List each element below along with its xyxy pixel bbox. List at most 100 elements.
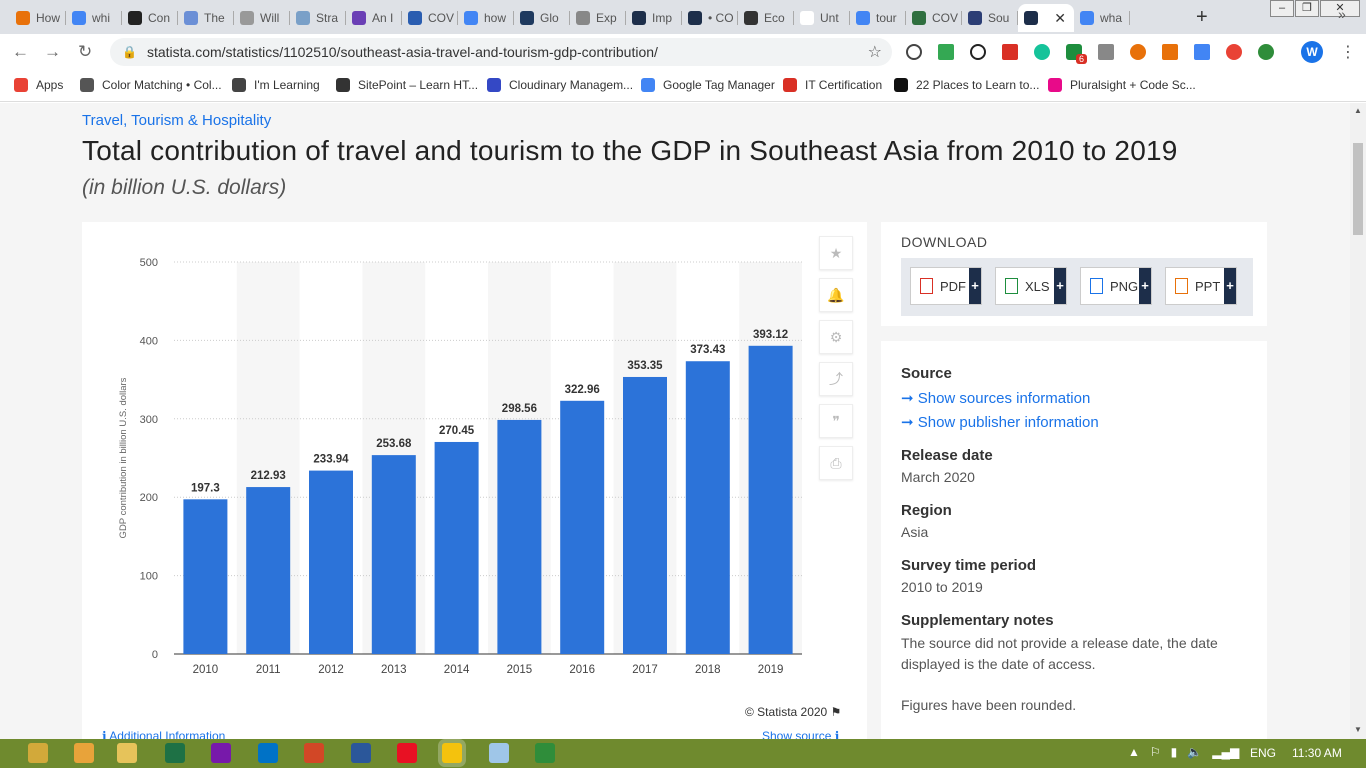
show-sources-link[interactable]: ➞ Show sources information	[901, 390, 1091, 407]
tab-label: Imp	[652, 11, 673, 25]
bookmark-item[interactable]: I'm Learning	[232, 78, 320, 92]
tab[interactable]: how	[458, 4, 514, 32]
bookmark-item[interactable]: Apps	[14, 78, 63, 92]
tab[interactable]: tour	[850, 4, 906, 32]
tab[interactable]: An I	[346, 4, 402, 32]
bookmark-item[interactable]: SitePoint – Learn HT...	[336, 78, 478, 92]
more-menu-icon[interactable]: ⋮	[1340, 44, 1356, 61]
download-ppt-button[interactable]: PPT +	[1165, 267, 1237, 305]
bookmarks-overflow-icon[interactable]: »	[1338, 6, 1346, 22]
taskbar-chrome-icon[interactable]	[28, 743, 48, 763]
language-indicator[interactable]: ENG	[1250, 746, 1277, 760]
scroll-thumb[interactable]	[1353, 143, 1363, 235]
new-tab-button[interactable]: +	[1196, 6, 1208, 28]
favorite-star-icon[interactable]: ★	[819, 236, 853, 270]
taskbar-onenote-icon[interactable]	[211, 743, 231, 763]
bookmark-star-icon[interactable]: ☆	[867, 44, 882, 61]
scroll-up-icon[interactable]: ▲	[1354, 106, 1362, 115]
tab[interactable]: Will	[234, 4, 290, 32]
bookmark-favicon-icon	[14, 78, 28, 92]
alert-icon[interactable]	[1130, 44, 1146, 60]
tab[interactable]: COV	[906, 4, 962, 32]
scrollbar[interactable]: ▲ ▼	[1350, 103, 1366, 739]
office-icon[interactable]	[1162, 44, 1178, 60]
tab[interactable]: whi	[66, 4, 122, 32]
taskbar-media-icon[interactable]	[74, 743, 94, 763]
tab[interactable]: Sou	[962, 4, 1018, 32]
drive-icon[interactable]	[938, 44, 954, 60]
tab[interactable]: Imp	[626, 4, 682, 32]
tab[interactable]: Eco	[738, 4, 794, 32]
bookmark-item[interactable]: Pluralsight + Code Sc...	[1048, 78, 1196, 92]
taskbar-outlook-icon[interactable]	[258, 743, 278, 763]
taskbar-word-icon[interactable]	[351, 743, 371, 763]
flag-icon[interactable]: ⚑	[830, 705, 842, 719]
translate-icon[interactable]	[1194, 44, 1210, 60]
address-bar[interactable]: 🔒 statista.com/statistics/1102510/southe…	[110, 38, 892, 66]
reload-icon[interactable]: ↻	[78, 42, 93, 61]
taskbar-excel-icon[interactable]	[165, 743, 185, 763]
bookmark-item[interactable]: Google Tag Manager	[641, 78, 775, 92]
bookmark-label: 22 Places to Learn to...	[916, 78, 1040, 92]
taskbar-notepad-icon[interactable]	[489, 743, 509, 763]
tab[interactable]: Stra	[290, 4, 346, 32]
globe-extension-icon[interactable]	[1258, 44, 1274, 60]
category-link[interactable]: Travel, Tourism & Hospitality	[82, 112, 272, 129]
print-icon[interactable]: ⎙	[819, 446, 853, 480]
tab[interactable]: Exp	[570, 4, 626, 32]
download-xls-button[interactable]: XLS +	[995, 267, 1067, 305]
tab-close-icon[interactable]: ✕	[1054, 9, 1066, 26]
share-icon[interactable]: ⤴	[819, 362, 853, 396]
tab-label: Unt	[820, 11, 839, 25]
signal-icon[interactable]: ▂▄▆	[1212, 745, 1240, 759]
tab-label: Will	[260, 11, 280, 25]
speed-dial-icon[interactable]	[906, 44, 922, 60]
settings-gear-icon[interactable]: ⚙	[819, 320, 853, 354]
back-icon[interactable]: ←	[12, 42, 29, 61]
battery-icon[interactable]: ▮	[1170, 745, 1178, 759]
tab[interactable]: COV	[402, 4, 458, 32]
volume-icon[interactable]: 🔈	[1187, 745, 1203, 759]
bookmark-item[interactable]: Cloudinary Managem...	[487, 78, 633, 92]
download-png-button[interactable]: PNG +	[1080, 267, 1152, 305]
taskbar-globe-icon[interactable]	[535, 743, 555, 763]
close-window-button[interactable]: ✕	[1320, 0, 1360, 17]
tab[interactable]: How	[10, 4, 66, 32]
tab[interactable]: • CO	[682, 4, 738, 32]
network-icon[interactable]: ⚐	[1149, 745, 1161, 759]
restore-button[interactable]: ❐	[1295, 0, 1319, 17]
tab[interactable]: wha	[1074, 4, 1130, 32]
adblock-icon[interactable]	[970, 44, 986, 60]
notification-bell-icon[interactable]: 🔔	[819, 278, 853, 312]
tab-active[interactable]: ✕	[1018, 4, 1074, 32]
bookmark-item[interactable]: IT Certification	[783, 78, 882, 92]
download-pdf-button[interactable]: PDF +	[910, 267, 982, 305]
readlater-icon[interactable]	[1002, 44, 1018, 60]
cloud-icon[interactable]	[1098, 44, 1114, 60]
tab[interactable]: Unt	[794, 4, 850, 32]
show-publisher-link[interactable]: ➞ Show publisher information	[901, 414, 1099, 431]
colorpicker-icon[interactable]	[1226, 44, 1242, 60]
tab[interactable]: The	[178, 4, 234, 32]
additional-info-link[interactable]: ℹ Additional Information	[102, 729, 225, 739]
browser-toolbar: ← → ↻ 🔒 statista.com/statistics/1102510/…	[0, 34, 1366, 70]
tab-favicon-icon	[16, 11, 30, 25]
minimize-button[interactable]: –	[1270, 0, 1294, 17]
taskbar-powerpoint-icon[interactable]	[304, 743, 324, 763]
tray-arrow-icon[interactable]: ▲	[1128, 745, 1140, 759]
clock[interactable]: 11:30 AM	[1292, 746, 1342, 760]
show-source-link[interactable]: Show source ℹ	[762, 729, 839, 739]
tab[interactable]: Glo	[514, 4, 570, 32]
grammarly-icon[interactable]	[1034, 44, 1050, 60]
taskbar-chrome-active-icon[interactable]	[442, 743, 462, 763]
taskbar-player-icon[interactable]	[397, 743, 417, 763]
bookmark-item[interactable]: Color Matching • Col...	[80, 78, 222, 92]
profile-avatar[interactable]: W	[1301, 41, 1323, 63]
y-tick-label: 400	[140, 335, 158, 347]
taskbar-explorer-icon[interactable]	[117, 743, 137, 763]
tab[interactable]: Con	[122, 4, 178, 32]
bookmark-item[interactable]: 22 Places to Learn to...	[894, 78, 1039, 92]
scroll-down-icon[interactable]: ▼	[1354, 725, 1362, 734]
forward-icon[interactable]: →	[44, 42, 61, 61]
quote-icon[interactable]: ❞	[819, 404, 853, 438]
